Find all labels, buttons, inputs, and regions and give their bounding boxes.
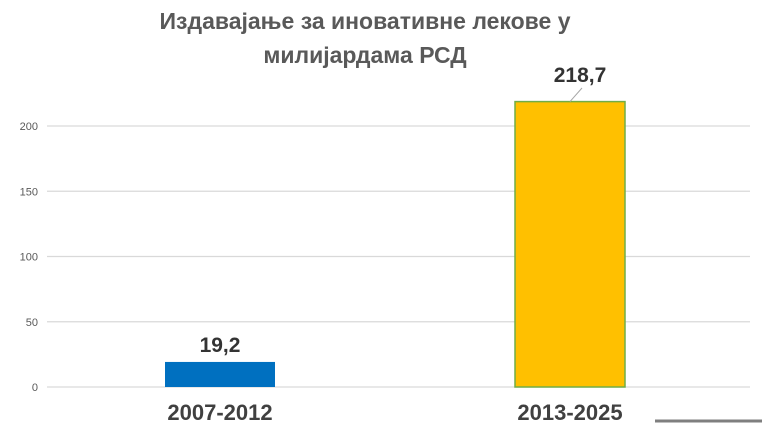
x-tick-label: 2013-2025 <box>517 400 622 424</box>
y-tick-label: 50 <box>26 317 38 329</box>
y-tick-label: 150 <box>20 186 38 198</box>
bar-2007-2012 <box>165 361 275 387</box>
bar-2013-2025 <box>514 100 626 388</box>
chart-title-line-1: Издавајање за иновативне лекове у <box>159 8 571 34</box>
chart-title: Издавајање за иновативне лекове у милија… <box>0 4 730 72</box>
leader-line <box>569 87 583 102</box>
y-tick-label: 100 <box>20 252 38 264</box>
chart-title-line-2: милијардама РСД <box>263 42 467 68</box>
y-tick-label: 200 <box>20 121 38 133</box>
data-label: 19,2 <box>200 334 241 357</box>
y-tick-label: 0 <box>32 382 38 394</box>
x-tick-label: 2007-2012 <box>167 400 272 424</box>
data-label: 218,7 <box>554 64 607 87</box>
